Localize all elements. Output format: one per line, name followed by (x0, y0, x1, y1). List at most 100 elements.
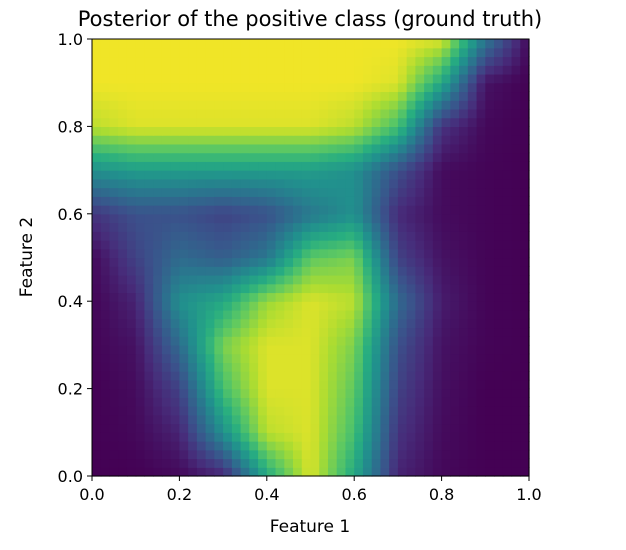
heatmap-cell (205, 266, 215, 276)
heatmap-cell (406, 309, 416, 320)
heatmap-cell (284, 196, 294, 206)
heatmap-cell (476, 161, 486, 171)
heatmap-cell (345, 414, 355, 425)
heatmap-cell (511, 126, 521, 136)
heatmap-cell (345, 292, 355, 302)
heatmap-cell (258, 309, 268, 320)
heatmap-cell (126, 318, 137, 329)
heatmap-cell (441, 371, 451, 381)
heatmap-cell (354, 196, 364, 206)
heatmap-cell (153, 143, 163, 154)
heatmap-cell (476, 309, 486, 320)
heatmap-cell (92, 432, 102, 442)
heatmap-cell (275, 327, 285, 337)
heatmap-cell (432, 309, 443, 320)
heatmap-cell (441, 178, 451, 189)
heatmap-cell (345, 240, 355, 250)
heatmap-cell (118, 91, 128, 101)
heatmap-cell (135, 458, 146, 468)
heatmap-cell (362, 73, 373, 84)
heatmap-cell (258, 91, 268, 101)
heatmap-cell (249, 274, 259, 285)
heatmap-cell (92, 240, 102, 250)
heatmap-cell (354, 432, 364, 442)
heatmap-cell (467, 301, 478, 311)
heatmap-cell (406, 274, 416, 285)
heatmap-cell (144, 222, 154, 232)
heatmap-cell (450, 336, 460, 346)
heatmap-cell (161, 117, 172, 127)
heatmap-cell (485, 152, 495, 162)
heatmap-cell (249, 65, 259, 75)
heatmap-cell (327, 56, 338, 66)
heatmap-cell (380, 248, 390, 259)
heatmap-cell (441, 161, 451, 171)
heatmap-cell (144, 213, 154, 224)
heatmap-cell (371, 362, 382, 372)
heatmap-cell (179, 353, 189, 363)
heatmap-cell (214, 248, 224, 259)
heatmap-cell (415, 117, 425, 127)
heatmap-cell (240, 266, 250, 276)
heatmap-cell (161, 135, 172, 145)
heatmap-cell (301, 257, 312, 267)
heatmap-cell (223, 143, 233, 154)
heatmap-cell (126, 406, 137, 416)
heatmap-cell (188, 248, 198, 259)
heatmap-cell (319, 257, 329, 267)
heatmap-cell (319, 301, 329, 311)
heatmap-cell (345, 248, 355, 259)
heatmap-cell (450, 161, 460, 171)
heatmap-cell (415, 91, 425, 101)
heatmap-cell (354, 187, 364, 197)
heatmap-cell (467, 379, 478, 390)
heatmap-cell (188, 135, 198, 145)
heatmap-cell (161, 432, 172, 442)
heatmap-cell (485, 248, 495, 259)
heatmap-cell (502, 240, 513, 250)
heatmap-cell (214, 441, 224, 451)
heatmap-cell (336, 266, 347, 276)
heatmap-cell (362, 414, 373, 425)
heatmap-cell (389, 292, 399, 302)
heatmap-cell (459, 449, 469, 460)
heatmap-cell (100, 458, 111, 468)
heatmap-cell (293, 100, 303, 110)
heatmap-cell (424, 56, 434, 66)
heatmap-cell (240, 65, 250, 75)
heatmap-cell (380, 467, 390, 477)
heatmap-cell (459, 266, 469, 276)
heatmap-cell (345, 91, 355, 101)
heatmap-cell (100, 257, 111, 267)
heatmap-cell (310, 108, 320, 119)
x-tick-label: 1.0 (516, 485, 541, 504)
y-tick-label: 0.2 (58, 380, 83, 399)
heatmap-cell (92, 222, 102, 232)
heatmap-cell (389, 414, 399, 425)
heatmap-cell (170, 414, 180, 425)
heatmap-cell (389, 266, 399, 276)
heatmap-cell (380, 178, 390, 189)
heatmap-cell (301, 327, 312, 337)
heatmap-cell (266, 73, 277, 84)
heatmap-cell (371, 432, 382, 442)
heatmap-cell (231, 39, 242, 49)
heatmap-cell (275, 73, 285, 84)
heatmap-cell (258, 187, 268, 197)
heatmap-cell (354, 73, 364, 84)
heatmap-cell (397, 65, 408, 75)
heatmap-cell (467, 458, 478, 468)
heatmap-cell (118, 100, 128, 110)
heatmap-cell (380, 274, 390, 285)
heatmap-cell (354, 458, 364, 468)
heatmap-cell (205, 458, 215, 468)
heatmap-cell (389, 274, 399, 285)
heatmap-cell (293, 371, 303, 381)
heatmap-cell (196, 301, 207, 311)
heatmap-cell (92, 152, 102, 162)
heatmap-cell (144, 266, 154, 276)
heatmap-cell (205, 47, 215, 58)
heatmap-cell (511, 100, 521, 110)
heatmap-cell (223, 248, 233, 259)
heatmap-cell (467, 196, 478, 206)
